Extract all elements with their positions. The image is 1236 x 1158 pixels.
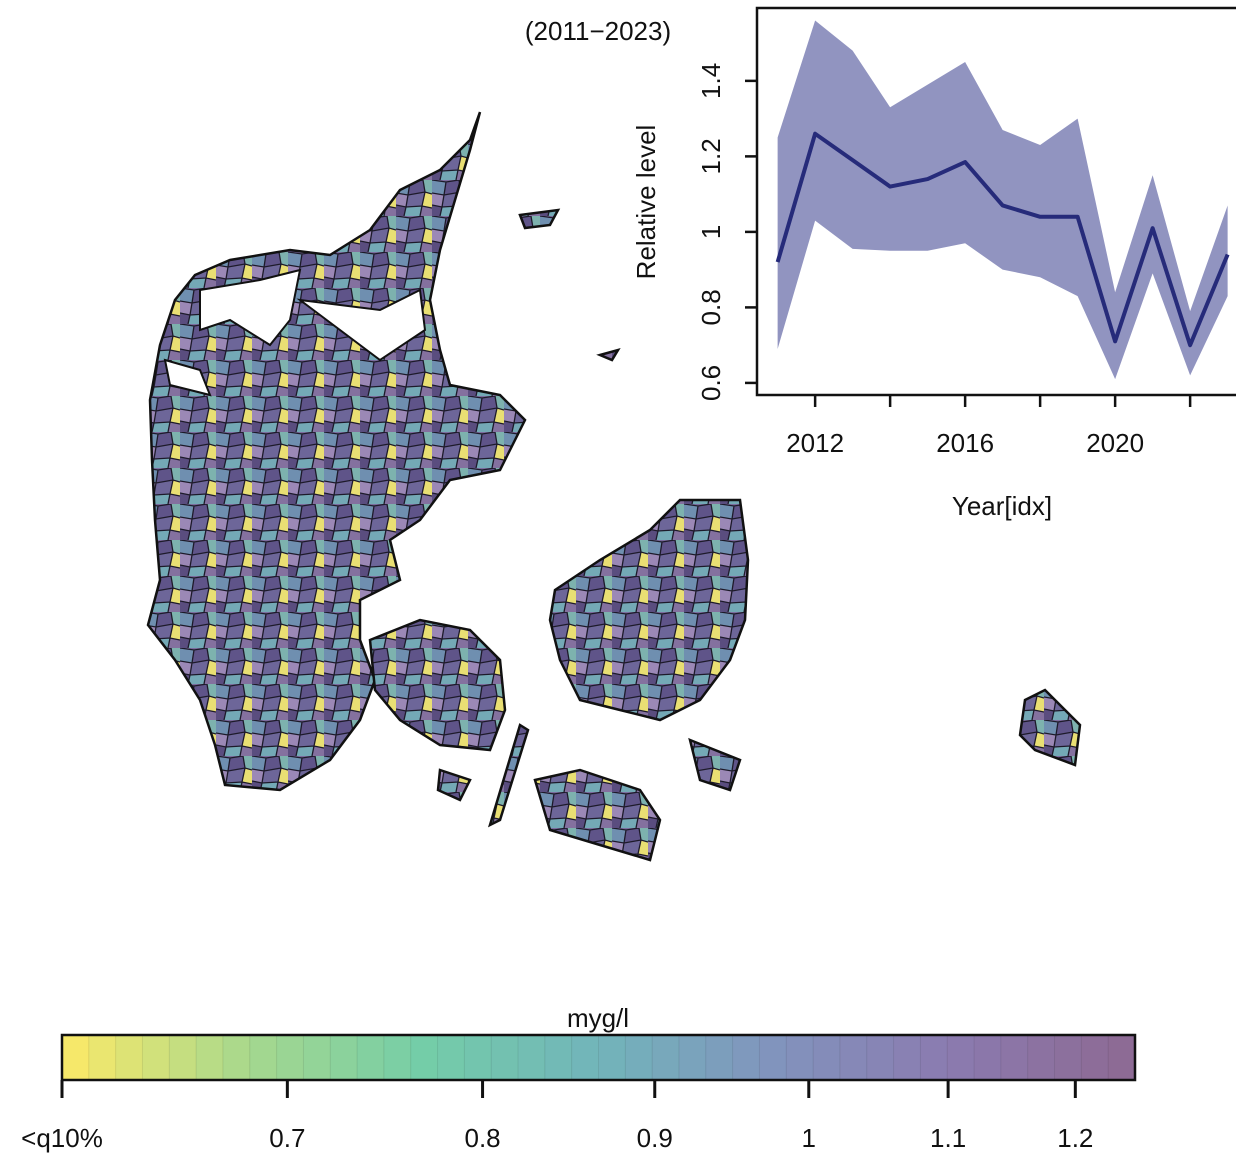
island bbox=[600, 350, 618, 360]
color-swatch bbox=[733, 1035, 760, 1080]
color-swatch bbox=[867, 1035, 894, 1080]
color-swatch bbox=[116, 1035, 143, 1080]
color-swatch bbox=[599, 1035, 626, 1080]
color-swatch bbox=[1055, 1035, 1082, 1080]
y-tick-label: 1.4 bbox=[696, 63, 726, 99]
colorbar-tick-label: <q10% bbox=[21, 1123, 103, 1153]
color-swatch bbox=[62, 1035, 89, 1080]
color-swatch bbox=[330, 1035, 357, 1080]
colorbar-tick-label: 0.7 bbox=[269, 1123, 305, 1153]
colorbar: myg/l <q10% 0.7 0.8 0.9 1 1.1 1.2 bbox=[21, 1003, 1135, 1153]
y-axis-label: Relative level bbox=[631, 125, 661, 280]
color-swatch bbox=[1028, 1035, 1055, 1080]
color-swatch bbox=[169, 1035, 196, 1080]
color-swatch bbox=[1081, 1035, 1108, 1080]
color-swatch bbox=[679, 1035, 706, 1080]
y-tick-label: 1.2 bbox=[696, 138, 726, 174]
color-swatch bbox=[974, 1035, 1001, 1080]
color-swatch bbox=[813, 1035, 840, 1080]
color-swatch bbox=[759, 1035, 786, 1080]
color-swatch bbox=[1001, 1035, 1028, 1080]
y-tick-label: 1 bbox=[696, 225, 726, 239]
color-swatch bbox=[920, 1035, 947, 1080]
x-tick-label: 2016 bbox=[936, 428, 994, 458]
zealand bbox=[550, 500, 748, 720]
funen bbox=[370, 620, 505, 750]
color-swatch bbox=[625, 1035, 652, 1080]
colorbar-tick-label: 0.9 bbox=[637, 1123, 673, 1153]
color-swatch bbox=[438, 1035, 465, 1080]
color-swatch bbox=[786, 1035, 813, 1080]
page: (2011−2023) Relative level Year[idx] 0.6 0.8… bbox=[0, 0, 1236, 1158]
color-swatch bbox=[303, 1035, 330, 1080]
confidence-band bbox=[778, 20, 1228, 379]
color-swatch bbox=[652, 1035, 679, 1080]
color-swatch bbox=[464, 1035, 491, 1080]
y-tick-label: 0.6 bbox=[696, 365, 726, 401]
inset-chart: (2011−2023) Relative level Year[idx] 0.6 0.8… bbox=[525, 8, 1236, 521]
island bbox=[438, 770, 470, 800]
color-swatch bbox=[491, 1035, 518, 1080]
color-swatch bbox=[277, 1035, 304, 1080]
color-swatch bbox=[384, 1035, 411, 1080]
color-swatch bbox=[89, 1035, 116, 1080]
x-tick-label: 2012 bbox=[786, 428, 844, 458]
y-tick-label: 0.8 bbox=[696, 289, 726, 325]
island bbox=[690, 740, 740, 790]
x-axis-label: Year[idx] bbox=[952, 491, 1052, 521]
colorbar-tick-label: 1 bbox=[802, 1123, 816, 1153]
color-swatch bbox=[250, 1035, 277, 1080]
colorbar-tick-label: 1.1 bbox=[930, 1123, 966, 1153]
color-swatch bbox=[947, 1035, 974, 1080]
color-swatch bbox=[545, 1035, 572, 1080]
color-swatch bbox=[223, 1035, 250, 1080]
langeland bbox=[490, 725, 528, 825]
chart-title: (2011−2023) bbox=[525, 16, 671, 46]
colorbar-tick-label: 1.2 bbox=[1057, 1123, 1093, 1153]
color-swatch bbox=[894, 1035, 921, 1080]
color-swatch bbox=[706, 1035, 733, 1080]
color-swatch bbox=[411, 1035, 438, 1080]
color-swatch bbox=[1108, 1035, 1135, 1080]
color-swatch bbox=[572, 1035, 599, 1080]
colorbar-title: myg/l bbox=[567, 1003, 629, 1033]
color-swatch bbox=[357, 1035, 384, 1080]
color-swatch bbox=[840, 1035, 867, 1080]
color-swatch bbox=[196, 1035, 223, 1080]
lolland bbox=[535, 770, 660, 860]
bornholm bbox=[1020, 690, 1080, 765]
color-swatch bbox=[142, 1035, 169, 1080]
x-tick-label: 2020 bbox=[1086, 428, 1144, 458]
colorbar-tick-label: 0.8 bbox=[464, 1123, 500, 1153]
island bbox=[520, 210, 558, 228]
color-swatch bbox=[518, 1035, 545, 1080]
